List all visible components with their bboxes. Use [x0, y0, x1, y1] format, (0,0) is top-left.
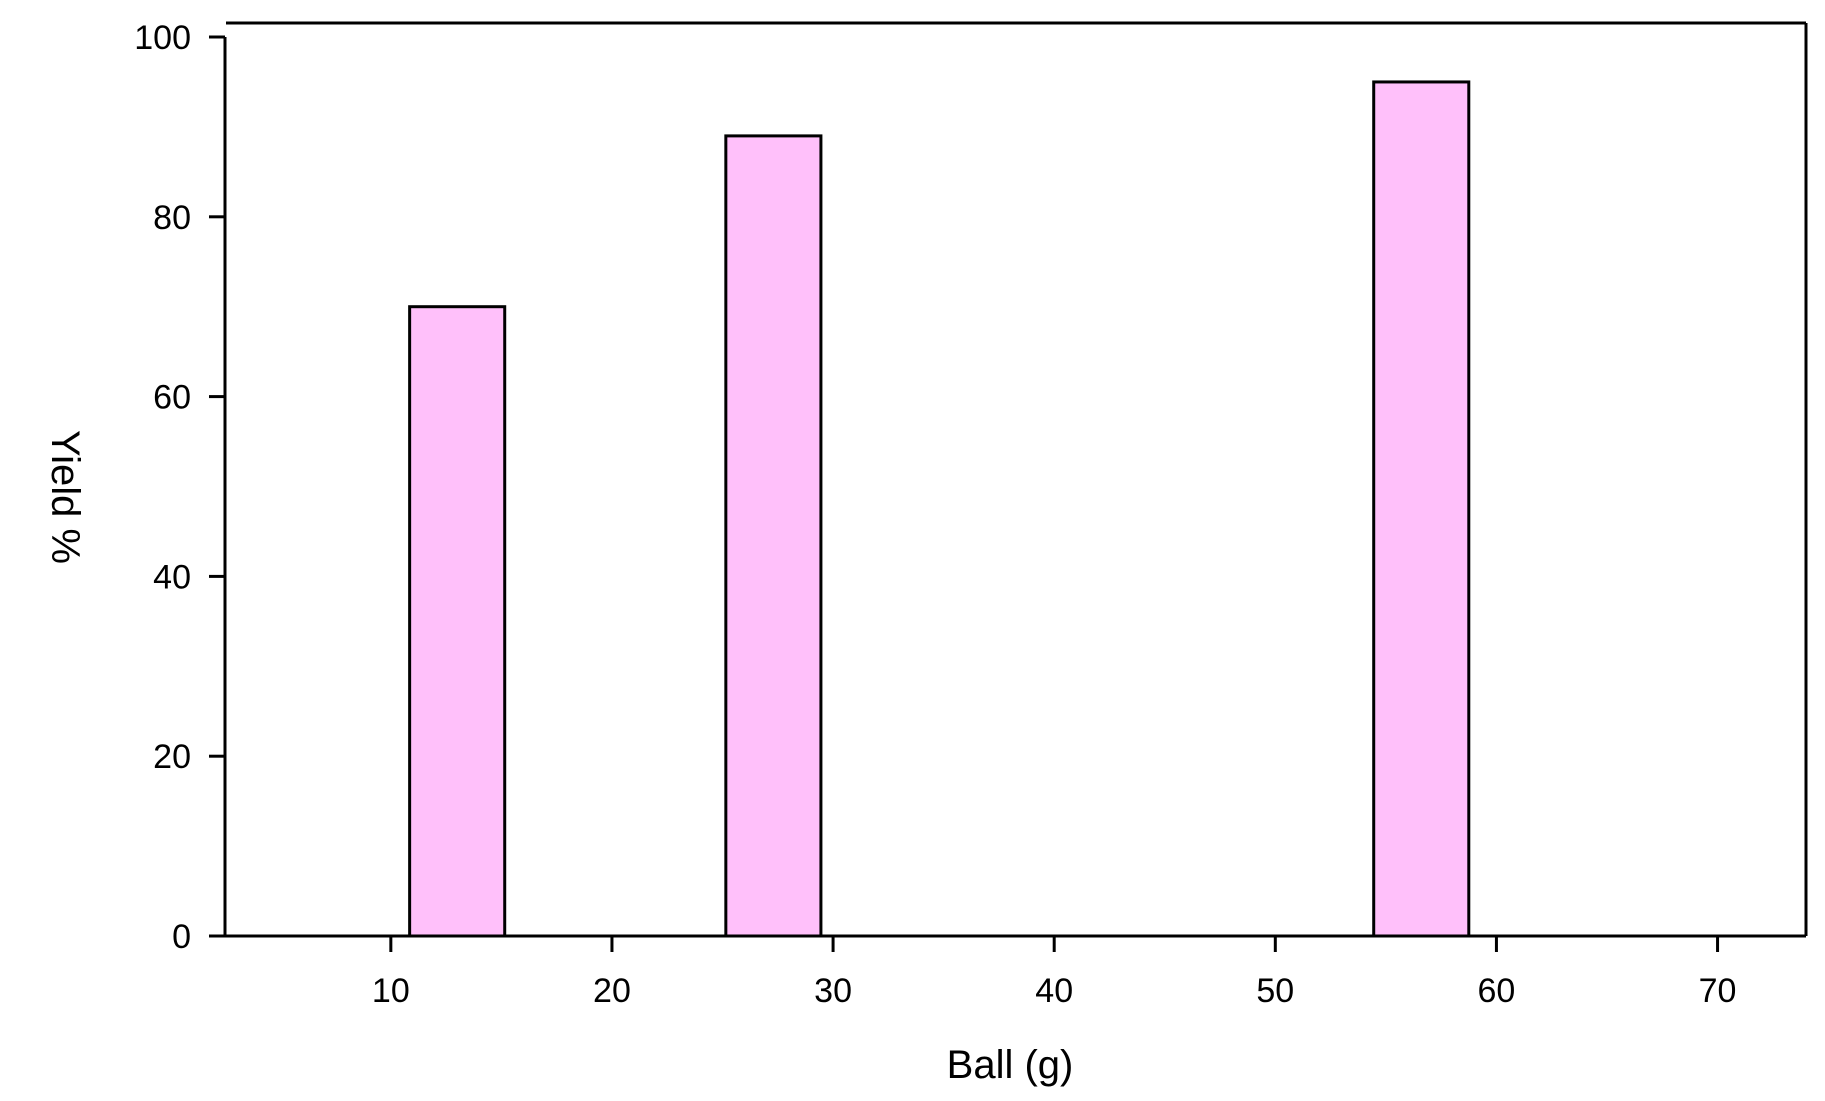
x-tick-label-6: 70 — [1699, 972, 1737, 1010]
bar-0 — [408, 305, 507, 938]
bar-2 — [1372, 80, 1471, 938]
bars-group — [408, 80, 1471, 938]
x-tick-label-3: 40 — [1035, 972, 1073, 1010]
x-axis: 10 20 30 40 50 60 70 — [372, 936, 1737, 1010]
y-tick-label-0: 0 — [172, 918, 191, 956]
y-axis-title: Yield % — [43, 430, 87, 564]
x-tick-label-5: 60 — [1478, 972, 1516, 1010]
y-tick-label-1: 20 — [153, 738, 191, 776]
y-tick-label-3: 60 — [153, 379, 191, 417]
x-axis-title: Ball (g) — [947, 1043, 1074, 1087]
y-tick-label-5: 100 — [134, 19, 191, 57]
x-tick-label-4: 50 — [1256, 972, 1294, 1010]
x-tick-label-1: 20 — [593, 972, 631, 1010]
y-axis: 0 20 40 60 80 100 — [134, 19, 225, 956]
x-tick-label-2: 30 — [814, 972, 852, 1010]
bar-1 — [724, 134, 823, 938]
x-tick-label-0: 10 — [372, 972, 410, 1010]
y-tick-label-2: 40 — [153, 558, 191, 596]
y-tick-label-4: 80 — [153, 199, 191, 237]
